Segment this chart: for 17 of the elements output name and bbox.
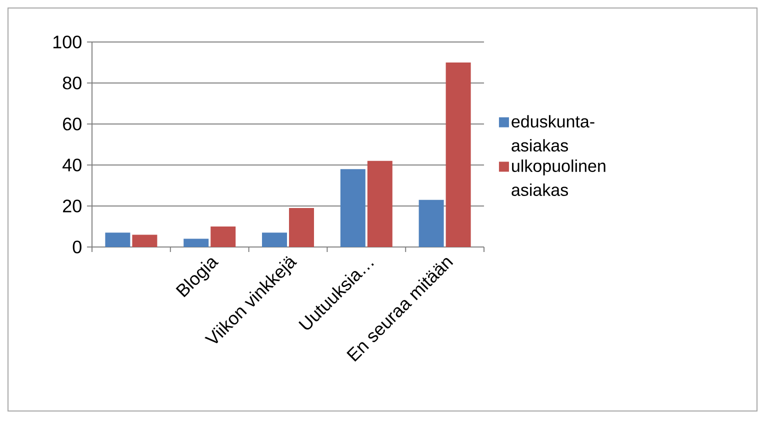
bar xyxy=(289,208,314,247)
y-tick-label: 80 xyxy=(62,76,82,90)
bar xyxy=(418,200,444,247)
bar xyxy=(132,234,158,247)
y-tick-label: 100 xyxy=(53,36,82,48)
bar xyxy=(210,226,236,247)
y-tick-label: 20 xyxy=(63,200,82,212)
bar xyxy=(105,232,130,247)
bar xyxy=(367,160,392,247)
bar xyxy=(340,169,366,247)
y-tick-label: 0 xyxy=(72,240,82,254)
bar xyxy=(184,238,209,247)
bar xyxy=(262,232,288,247)
bar xyxy=(446,62,471,247)
y-tick-label: 40 xyxy=(62,158,82,172)
y-tick-label: 60 xyxy=(63,118,82,130)
legend-label: ulkopuolinen asiakas xyxy=(512,160,606,196)
